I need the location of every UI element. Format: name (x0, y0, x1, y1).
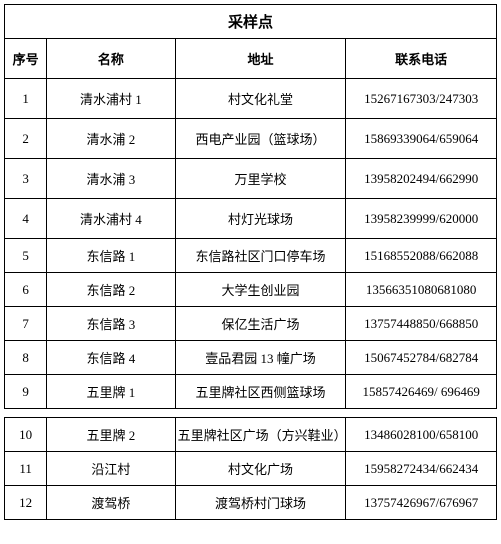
table-row: 3清水浦 3万里学校13958202494/662990 (5, 159, 497, 199)
cell-tel: 13757448850/668850 (346, 307, 497, 341)
cell-addr: 五里牌社区广场（方兴鞋业） (175, 418, 346, 452)
cell-idx: 7 (5, 307, 47, 341)
cell-name: 沿江村 (47, 452, 176, 486)
cell-name: 五里牌 1 (47, 375, 176, 409)
cell-idx: 11 (5, 452, 47, 486)
cell-addr: 保亿生活广场 (175, 307, 346, 341)
cell-idx: 2 (5, 119, 47, 159)
col-header-tel: 联系电话 (346, 39, 497, 79)
cell-addr: 五里牌社区西侧篮球场 (175, 375, 346, 409)
table-row: 8东信路 4壹品君园 13 幢广场15067452784/682784 (5, 341, 497, 375)
cell-name: 东信路 1 (47, 239, 176, 273)
table-row: 1清水浦村 1村文化礼堂15267167303/247303 (5, 79, 497, 119)
cell-idx: 12 (5, 486, 47, 520)
table-row: 11沿江村村文化广场15958272434/662434 (5, 452, 497, 486)
table-row: 12渡驾桥渡驾桥村门球场13757426967/676967 (5, 486, 497, 520)
cell-name: 东信路 3 (47, 307, 176, 341)
cell-name: 清水浦村 4 (47, 199, 176, 239)
cell-tel: 13958239999/620000 (346, 199, 497, 239)
cell-addr: 东信路社区门口停车场 (175, 239, 346, 273)
col-header-addr: 地址 (175, 39, 346, 79)
table-title: 采样点 (5, 5, 497, 39)
cell-tel: 15958272434/662434 (346, 452, 497, 486)
table-row: 7东信路 3保亿生活广场13757448850/668850 (5, 307, 497, 341)
cell-name: 清水浦村 1 (47, 79, 176, 119)
table-row: 9五里牌 1五里牌社区西侧篮球场15857426469/ 696469 (5, 375, 497, 409)
table-header-row: 序号 名称 地址 联系电话 (5, 39, 497, 79)
cell-name: 清水浦 3 (47, 159, 176, 199)
cell-idx: 6 (5, 273, 47, 307)
cell-idx: 1 (5, 79, 47, 119)
cell-idx: 10 (5, 418, 47, 452)
cell-name: 东信路 2 (47, 273, 176, 307)
cell-addr: 村文化广场 (175, 452, 346, 486)
cell-idx: 4 (5, 199, 47, 239)
cell-name: 五里牌 2 (47, 418, 176, 452)
cell-name: 渡驾桥 (47, 486, 176, 520)
cell-addr: 村灯光球场 (175, 199, 346, 239)
table-row: 10五里牌 2五里牌社区广场（方兴鞋业）13486028100/658100 (5, 418, 497, 452)
table-title-row: 采样点 (5, 5, 497, 39)
cell-name: 东信路 4 (47, 341, 176, 375)
cell-addr: 村文化礼堂 (175, 79, 346, 119)
table-row: 4清水浦村 4村灯光球场13958239999/620000 (5, 199, 497, 239)
cell-idx: 9 (5, 375, 47, 409)
table-row: 5东信路 1东信路社区门口停车场15168552088/662088 (5, 239, 497, 273)
cell-tel: 13486028100/658100 (346, 418, 497, 452)
cell-addr: 万里学校 (175, 159, 346, 199)
cell-tel: 13958202494/662990 (346, 159, 497, 199)
cell-name: 清水浦 2 (47, 119, 176, 159)
cell-addr: 西电产业园（篮球场） (175, 119, 346, 159)
cell-addr: 壹品君园 13 幢广场 (175, 341, 346, 375)
cell-addr: 大学生创业园 (175, 273, 346, 307)
table-gap (4, 409, 497, 417)
sampling-points-table-bottom: 10五里牌 2五里牌社区广场（方兴鞋业）13486028100/65810011… (4, 417, 497, 520)
col-header-idx: 序号 (5, 39, 47, 79)
cell-idx: 8 (5, 341, 47, 375)
cell-idx: 5 (5, 239, 47, 273)
cell-idx: 3 (5, 159, 47, 199)
cell-tel: 15168552088/662088 (346, 239, 497, 273)
cell-tel: 15869339064/659064 (346, 119, 497, 159)
col-header-name: 名称 (47, 39, 176, 79)
sampling-points-table-top: 采样点 序号 名称 地址 联系电话 1清水浦村 1村文化礼堂1526716730… (4, 4, 497, 409)
cell-tel: 13566351080681080 (346, 273, 497, 307)
cell-tel: 15067452784/682784 (346, 341, 497, 375)
cell-tel: 13757426967/676967 (346, 486, 497, 520)
cell-tel: 15857426469/ 696469 (346, 375, 497, 409)
cell-addr: 渡驾桥村门球场 (175, 486, 346, 520)
table-row: 6东信路 2大学生创业园13566351080681080 (5, 273, 497, 307)
table-row: 2清水浦 2西电产业园（篮球场）15869339064/659064 (5, 119, 497, 159)
cell-tel: 15267167303/247303 (346, 79, 497, 119)
